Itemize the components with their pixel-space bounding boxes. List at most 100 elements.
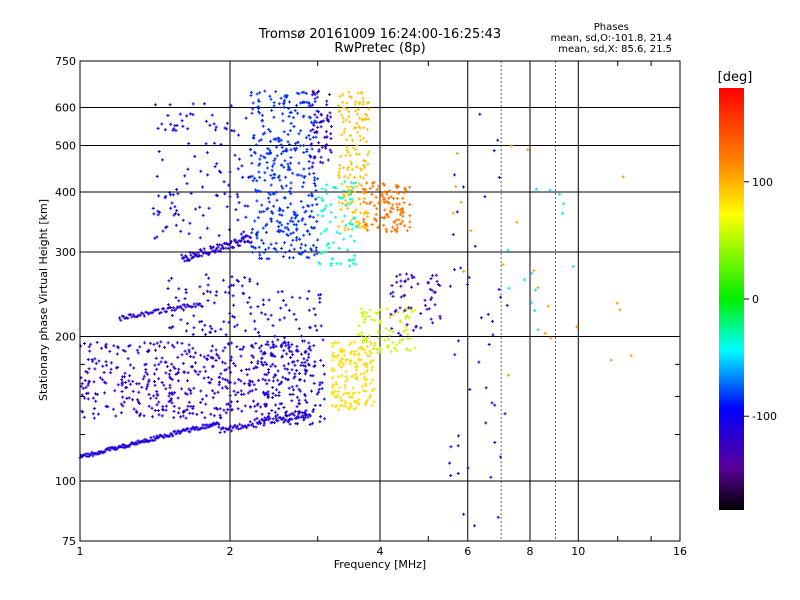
data-point xyxy=(82,415,86,419)
data-point xyxy=(429,298,433,302)
data-point xyxy=(93,367,97,371)
data-point xyxy=(346,167,350,171)
data-point xyxy=(183,349,187,353)
data-point xyxy=(158,344,161,348)
data-point xyxy=(416,282,420,286)
colorbar-tick-label: 0 xyxy=(752,293,759,306)
data-point xyxy=(199,389,203,393)
data-point xyxy=(377,201,381,205)
data-point xyxy=(318,420,322,424)
data-point xyxy=(237,133,240,137)
data-point xyxy=(173,205,177,209)
data-point xyxy=(349,360,353,363)
data-point xyxy=(136,398,139,402)
data-point xyxy=(87,381,91,385)
data-point xyxy=(339,154,343,158)
data-point xyxy=(373,341,377,345)
data-point xyxy=(282,420,286,424)
data-point xyxy=(254,143,258,147)
data-point xyxy=(323,417,327,421)
data-point xyxy=(272,115,276,119)
data-point xyxy=(290,350,294,354)
data-point xyxy=(370,389,374,393)
data-point xyxy=(306,415,310,419)
data-point xyxy=(356,108,360,111)
data-point xyxy=(382,338,386,342)
data-point xyxy=(479,316,483,320)
data-point xyxy=(283,367,287,371)
data-point xyxy=(254,365,258,369)
data-point xyxy=(275,198,279,202)
data-point xyxy=(431,321,435,325)
data-point xyxy=(382,223,386,227)
data-point xyxy=(346,165,350,169)
data-point xyxy=(298,296,302,300)
data-point xyxy=(187,232,191,236)
data-point xyxy=(265,363,269,366)
data-point xyxy=(253,319,257,323)
data-point xyxy=(399,319,402,323)
data-point xyxy=(303,249,307,253)
data-point xyxy=(210,377,214,381)
data-point xyxy=(260,412,264,416)
data-point xyxy=(313,92,317,96)
data-point xyxy=(319,324,323,328)
data-point xyxy=(302,181,306,185)
data-point xyxy=(109,371,113,375)
data-point xyxy=(281,209,285,213)
data-point xyxy=(355,185,359,189)
data-point xyxy=(192,355,196,359)
data-point xyxy=(347,407,351,411)
data-point xyxy=(259,344,263,348)
data-point xyxy=(357,182,361,186)
data-point xyxy=(353,400,357,404)
data-point xyxy=(493,441,497,444)
data-point xyxy=(170,276,173,280)
data-point xyxy=(402,329,406,333)
data-point xyxy=(173,124,177,128)
data-point xyxy=(316,125,320,129)
data-point xyxy=(303,351,307,355)
data-point xyxy=(280,402,284,406)
data-point xyxy=(160,414,164,418)
data-point xyxy=(361,96,365,100)
data-point xyxy=(86,397,90,401)
data-point xyxy=(214,125,218,129)
data-point xyxy=(174,223,178,227)
data-point xyxy=(159,311,163,314)
data-point xyxy=(341,93,345,97)
y-tick-label: 75 xyxy=(62,535,76,548)
data-point xyxy=(426,281,430,285)
data-point xyxy=(362,371,366,375)
data-point xyxy=(168,103,172,107)
data-point xyxy=(243,276,247,279)
data-point xyxy=(244,368,248,371)
data-point xyxy=(339,404,343,408)
data-point xyxy=(282,336,286,340)
data-point xyxy=(274,190,278,194)
data-point xyxy=(86,383,90,387)
data-point xyxy=(345,145,349,149)
data-point xyxy=(279,306,283,310)
data-point xyxy=(400,219,404,223)
data-point xyxy=(337,170,341,174)
data-point xyxy=(148,341,152,345)
data-point xyxy=(230,408,234,412)
data-point xyxy=(344,358,348,362)
data-point xyxy=(351,146,355,150)
data-point xyxy=(260,363,264,367)
data-point xyxy=(302,364,306,368)
data-point xyxy=(429,317,433,321)
data-point xyxy=(325,143,328,147)
data-point xyxy=(363,197,367,200)
data-point xyxy=(258,250,262,254)
data-point xyxy=(94,361,98,365)
data-point xyxy=(320,120,324,124)
data-point xyxy=(271,386,275,389)
data-point xyxy=(284,175,288,179)
data-point xyxy=(377,225,381,229)
data-point xyxy=(206,354,210,358)
data-point xyxy=(361,190,365,194)
data-point xyxy=(534,187,538,191)
data-point xyxy=(389,190,393,194)
